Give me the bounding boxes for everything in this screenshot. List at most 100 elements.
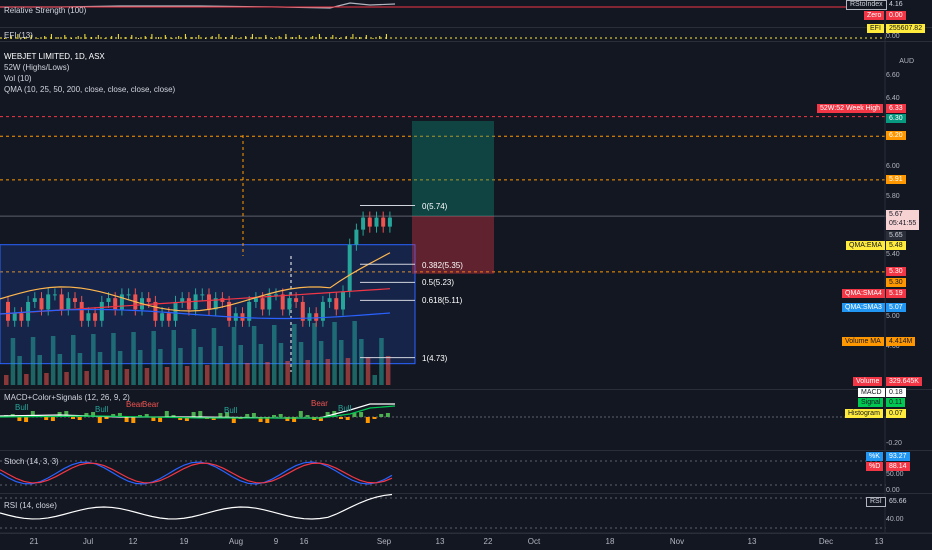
candle-body — [79, 301, 84, 321]
qma-ema-value: 5.48 — [886, 241, 906, 250]
relative-strength-legend[interactable]: Relative Strength (100) — [4, 6, 87, 15]
macd-histogram-bar — [365, 417, 370, 423]
volume-bar — [238, 345, 243, 385]
price-tick: 4.60 — [886, 343, 900, 350]
candle-body — [287, 298, 292, 310]
pane-divider[interactable] — [0, 493, 932, 494]
volume-bar — [225, 364, 230, 385]
macd-histogram-bar — [111, 414, 116, 417]
efi-bar — [97, 35, 99, 39]
efi-bar — [77, 36, 79, 39]
candle-body — [73, 298, 77, 302]
candle-body — [99, 301, 104, 321]
fib-level-1: 1(4.73) — [422, 354, 448, 363]
macd-histogram-bar — [24, 417, 29, 422]
price-tick: 5.40 — [886, 251, 900, 258]
rsi-legend[interactable]: RSI (14, close) — [4, 501, 57, 510]
macd-legend[interactable]: MACD+Color+Signals (12, 26, 9, 2) — [4, 393, 130, 402]
pane-divider[interactable] — [0, 27, 932, 28]
volume-label: Volume — [853, 377, 883, 386]
efi-zero-tick: 0.00 — [886, 33, 900, 40]
macd-histogram-bar — [178, 417, 183, 420]
qma-ema-label: QMA:EMA — [846, 241, 886, 250]
efi-bar — [292, 37, 294, 39]
price-tick: 6.40 — [886, 95, 900, 102]
efi-bar — [37, 38, 39, 39]
macd-histogram-bar — [352, 413, 357, 417]
fib-level-0: 0(5.74) — [422, 202, 448, 211]
volume-bar — [4, 375, 9, 385]
candle-body — [59, 294, 64, 310]
stoch-k-value: 93.27 — [886, 452, 910, 461]
macd-histogram-bar — [64, 411, 69, 417]
52w-high-label: 52W:52 Week High — [817, 104, 884, 113]
candle-body — [12, 313, 17, 321]
time-tick: 16 — [299, 537, 309, 546]
sma3-line — [0, 308, 391, 320]
volume-bar — [345, 358, 351, 385]
volume-bar — [251, 326, 257, 385]
vol-legend[interactable]: Vol (10) — [4, 74, 32, 83]
macd-histogram-bar — [17, 417, 22, 421]
currency-label[interactable]: AUD — [899, 58, 914, 65]
efi-legend[interactable]: EFI (13) — [4, 31, 33, 40]
volume-bar — [265, 362, 270, 385]
candle-body — [86, 313, 91, 321]
pane-divider[interactable] — [0, 41, 932, 42]
macd-histogram-bar — [91, 412, 96, 417]
qma-legend[interactable]: QMA (10, 25, 50, 200, close, close, clos… — [4, 85, 176, 94]
rsi-line — [0, 493, 393, 520]
macd-histogram-bar — [84, 413, 89, 417]
volume-bar — [144, 368, 150, 385]
efi-bar — [312, 36, 314, 39]
time-tick: Nov — [669, 537, 685, 546]
price-tag-530a: 5.30 — [886, 267, 906, 276]
stoch-legend[interactable]: Stoch (14, 3, 3) — [4, 457, 59, 466]
signal-marker: Bull — [15, 403, 29, 412]
volume-bar — [37, 355, 42, 385]
qma-sma3-label: QMA:SMA3 — [842, 303, 885, 312]
volume-bar — [77, 353, 83, 385]
stoch-d-value: 88.14 — [886, 462, 910, 471]
macd-histogram-bar — [231, 417, 236, 423]
signal-marker: Bear — [126, 400, 143, 409]
efi-bar — [131, 35, 133, 39]
candle-body — [247, 301, 252, 321]
symbol-legend[interactable]: WEBJET LIMITED, 1D, ASX — [4, 52, 105, 61]
pane-divider[interactable] — [0, 450, 932, 451]
candle-body — [46, 294, 51, 310]
candle-body — [320, 301, 325, 321]
volume-bar — [332, 322, 337, 385]
position-target-zone — [412, 121, 494, 217]
last-price: 5.67 — [889, 211, 903, 218]
efi-bar — [30, 35, 32, 39]
volume-bar — [151, 331, 156, 385]
time-tick: Jul — [82, 537, 94, 546]
efi-bar — [339, 38, 340, 39]
macd-histogram-bar — [298, 411, 303, 417]
efi-bar — [191, 37, 193, 39]
52w-legend[interactable]: 52W (Highs/Lows) — [4, 63, 70, 72]
efi-bar — [332, 35, 334, 39]
volume-bar — [97, 352, 103, 385]
candle-body — [106, 298, 111, 302]
price-tick: 5.00 — [886, 313, 900, 320]
candle-body — [260, 298, 265, 310]
time-tick: 13 — [435, 537, 445, 546]
signal-marker: Bear — [142, 400, 159, 409]
efi-bar — [298, 35, 300, 39]
volume-bar — [191, 329, 197, 385]
candle-body — [274, 294, 278, 296]
time-tick: 13 — [747, 537, 757, 546]
volume-bar — [64, 372, 69, 385]
volume-bar — [30, 337, 36, 385]
pane-divider[interactable] — [0, 389, 932, 390]
volume-bar — [325, 359, 331, 385]
candle-body — [180, 298, 185, 302]
macd-histogram-bar — [272, 415, 276, 417]
efi-bar — [184, 34, 186, 39]
volume-bar — [184, 366, 190, 385]
fib-level-382: 0.382(5.35) — [422, 261, 463, 270]
volume-bar — [131, 332, 136, 385]
